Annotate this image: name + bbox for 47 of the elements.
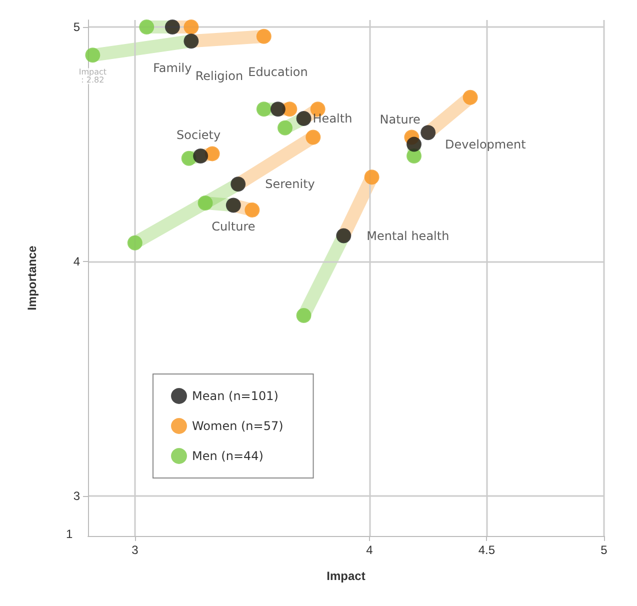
point: [296, 308, 312, 324]
point: [230, 176, 246, 192]
point: [139, 20, 154, 35]
y-axis-title: Importance: [25, 245, 39, 310]
point: [85, 48, 100, 63]
annotation: Culture: [212, 219, 256, 234]
point: [198, 195, 213, 210]
point: [244, 202, 260, 218]
y-tick-label: 3: [73, 489, 80, 504]
annotation: Serenity: [265, 177, 315, 192]
x-axis-title: Impact: [326, 569, 366, 583]
annotation: Education: [248, 65, 308, 80]
annotation: Impact: 2.82: [78, 68, 107, 85]
point: [462, 90, 478, 105]
point: [278, 120, 293, 136]
point: [256, 102, 272, 117]
text: 1: [66, 527, 73, 541]
point: [184, 20, 199, 35]
annotation: Society: [176, 128, 221, 142]
point: [270, 102, 286, 117]
x-tick-label: 3: [132, 543, 139, 557]
point: [420, 125, 436, 140]
point: [184, 34, 199, 49]
annotation: Mental health: [366, 228, 450, 243]
point: [336, 228, 352, 244]
point: [296, 111, 312, 126]
legend-label: Women (n=57): [192, 419, 284, 433]
y-tick-label: 5: [73, 20, 80, 34]
x-tick-label: 4.5: [478, 543, 496, 557]
y-tick-label: 4: [73, 254, 80, 269]
x-tick-label: 4: [366, 543, 374, 557]
legend-label: Men (n=44): [192, 449, 264, 463]
x-tick-label: 5: [600, 543, 608, 557]
point: [306, 130, 321, 145]
legend-label: Mean (n=101): [192, 389, 278, 403]
point: [127, 235, 142, 250]
point: [193, 148, 208, 164]
annotation: Health: [312, 112, 352, 126]
point: [256, 28, 272, 44]
annotation: Family: [153, 61, 192, 76]
annotation: Development: [445, 137, 526, 152]
annotation: Nature: [380, 112, 420, 127]
point: [226, 198, 241, 213]
point: [364, 170, 380, 185]
annotation: Religion: [195, 69, 244, 84]
point: [164, 20, 180, 35]
point: [406, 136, 422, 152]
